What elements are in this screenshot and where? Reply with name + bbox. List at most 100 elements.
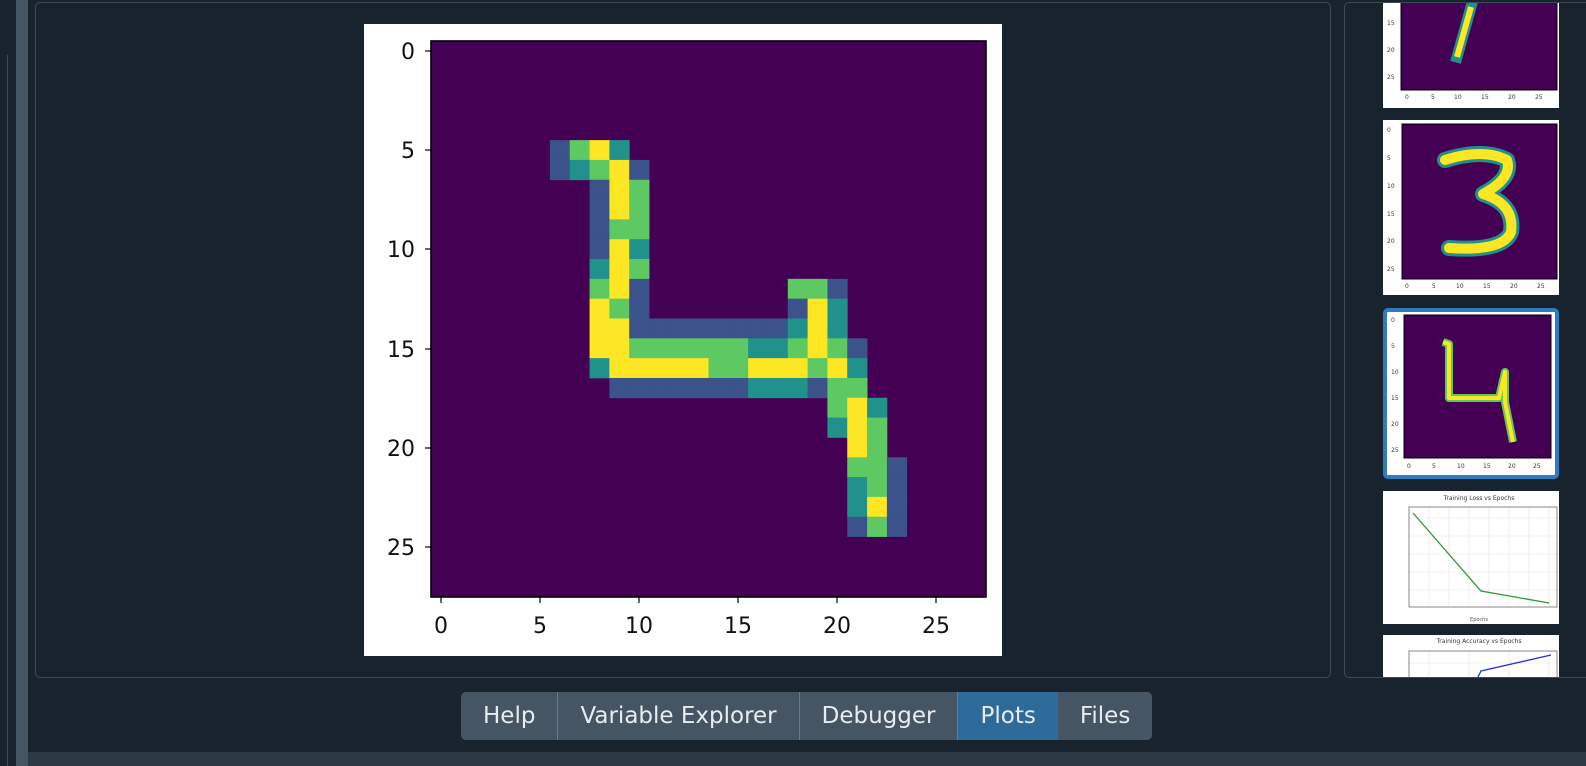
thumbnail-title: Training Loss vs Epochs — [1443, 495, 1515, 502]
heatmap-cell — [867, 457, 888, 478]
y-axis: 0 5 10 15 20 25 — [387, 40, 431, 561]
heatmap-cell — [847, 516, 868, 537]
x-tick-label: 5 — [533, 614, 547, 639]
heatmap-cell — [827, 358, 848, 379]
svg-text:0: 0 — [1405, 283, 1409, 290]
y-tick-label: 10 — [387, 238, 415, 263]
heatmap-cell — [748, 338, 769, 359]
y-tick-label: 15 — [387, 338, 415, 363]
heatmap-cell — [867, 516, 888, 537]
heatmap-cell — [609, 377, 630, 399]
thumbnail-digit-four: 0 5 10 15 20 25 0 5 10 15 20 25 — [1391, 314, 1552, 470]
plot-thumbnail[interactable]: Training Accuracy vs Epochs — [1383, 635, 1559, 677]
heatmap-cell — [847, 397, 868, 419]
heatmap-cell — [569, 140, 590, 161]
heatmap-cell — [649, 338, 670, 359]
heatmap-cell — [549, 140, 571, 161]
svg-text:0: 0 — [1405, 94, 1409, 101]
svg-text:20: 20 — [1510, 283, 1518, 290]
heatmap-cell — [827, 377, 848, 399]
heatmap-cell — [589, 239, 610, 260]
heatmap-cell — [708, 358, 729, 379]
heatmap-cell — [609, 140, 630, 161]
heatmap-cell — [609, 259, 630, 280]
thumbnail-title: Training Accuracy vs Epochs — [1436, 638, 1522, 645]
svg-text:10: 10 — [1456, 283, 1464, 290]
svg-text:0: 0 — [1407, 463, 1411, 470]
heatmap-cell — [609, 338, 630, 359]
plot-thumbnail-selected[interactable]: 0 5 10 15 20 25 0 5 10 15 20 25 — [1383, 308, 1559, 479]
heatmap-cell — [728, 358, 749, 379]
svg-text:25: 25 — [1535, 94, 1543, 101]
heatmap-cell — [629, 298, 650, 319]
heatmap-cell — [827, 397, 848, 419]
svg-text:10: 10 — [1387, 183, 1395, 190]
svg-text:Epochs: Epochs — [1470, 617, 1488, 623]
svg-text:15: 15 — [1483, 283, 1491, 290]
svg-text:25: 25 — [1537, 283, 1545, 290]
heatmap-cell — [589, 338, 610, 359]
heatmap-cell — [886, 496, 908, 518]
heatmap-cell — [867, 397, 888, 419]
svg-text:25: 25 — [1391, 447, 1399, 454]
svg-text:20: 20 — [1387, 238, 1395, 245]
plot-thumbnail[interactable]: 15 20 25 0 5 10 15 20 25 — [1383, 3, 1559, 108]
heatmap-cell — [847, 377, 868, 399]
heatmap-cell — [748, 377, 769, 399]
heatmap-cell — [549, 159, 571, 181]
heatmap-cell — [748, 318, 769, 339]
heatmap-cell — [787, 338, 809, 359]
heatmap-cell — [886, 477, 908, 498]
svg-text:5: 5 — [1387, 155, 1391, 162]
thumbnail-digit-three: 0 5 10 15 20 25 0 5 10 15 20 25 — [1387, 123, 1558, 290]
heatmap-cell — [886, 457, 908, 478]
svg-text:20: 20 — [1508, 463, 1516, 470]
heatmap-cell — [767, 338, 789, 359]
svg-text:5: 5 — [1431, 94, 1435, 101]
heatmap-cell — [589, 358, 610, 379]
heatmap-cell — [807, 278, 828, 300]
heatmap-cell — [847, 338, 868, 359]
heatmap-cell — [688, 358, 709, 379]
heatmap-cell — [589, 179, 610, 200]
heatmap-cell — [807, 318, 828, 339]
heatmap-cell — [767, 318, 789, 339]
heatmap-cell — [847, 477, 868, 498]
heatmap-cell — [688, 318, 709, 339]
svg-text:15: 15 — [1483, 463, 1491, 470]
heatmap-cells — [431, 41, 986, 597]
y-tick-label: 5 — [401, 139, 415, 164]
tab-files[interactable]: Files — [1057, 692, 1153, 740]
plot-thumbnails-panel[interactable]: 15 20 25 0 5 10 15 20 25 0 5 10 15 20 25… — [1344, 2, 1586, 678]
tab-help[interactable]: Help — [461, 692, 559, 740]
heatmap-cell — [867, 496, 888, 518]
heatmap-cell — [629, 338, 650, 359]
heatmap-cell — [609, 179, 630, 200]
thumbnail-accuracy-chart: Training Accuracy vs Epochs — [1408, 638, 1558, 677]
heatmap-cell — [589, 219, 610, 240]
heatmap-cell — [609, 199, 630, 220]
x-tick-label: 0 — [434, 614, 448, 639]
splitter-handle[interactable] — [16, 0, 28, 766]
heatmap-cell — [847, 457, 868, 478]
svg-text:20: 20 — [1387, 47, 1395, 54]
svg-text:15: 15 — [1481, 94, 1489, 101]
heatmap-cell — [569, 159, 590, 181]
tab-variable-explorer[interactable]: Variable Explorer — [558, 692, 800, 740]
pane-tab-bar: Help Variable Explorer Debugger Plots Fi… — [461, 692, 1153, 740]
plot-thumbnail[interactable]: Training Loss vs Epochs Epochs — [1383, 491, 1559, 624]
thumbnail-loss-chart: Training Loss vs Epochs Epochs — [1408, 495, 1558, 623]
heatmap-cell — [629, 159, 650, 181]
tab-debugger[interactable]: Debugger — [799, 692, 959, 740]
heatmap-cell — [609, 239, 630, 260]
heatmap-cell — [609, 358, 630, 379]
digit-heatmap: 0 5 10 15 20 25 0 5 10 15 20 25 — [387, 40, 987, 639]
tab-plots[interactable]: Plots — [958, 692, 1058, 740]
heatmap-cell — [787, 278, 809, 300]
heatmap-cell — [886, 516, 908, 537]
plot-frame — [430, 40, 987, 598]
plot-thumbnail[interactable]: 0 5 10 15 20 25 0 5 10 15 20 25 — [1383, 120, 1559, 295]
heatmap-cell — [827, 338, 848, 359]
heatmap-cell — [589, 199, 610, 220]
heatmap-cell — [629, 259, 650, 280]
